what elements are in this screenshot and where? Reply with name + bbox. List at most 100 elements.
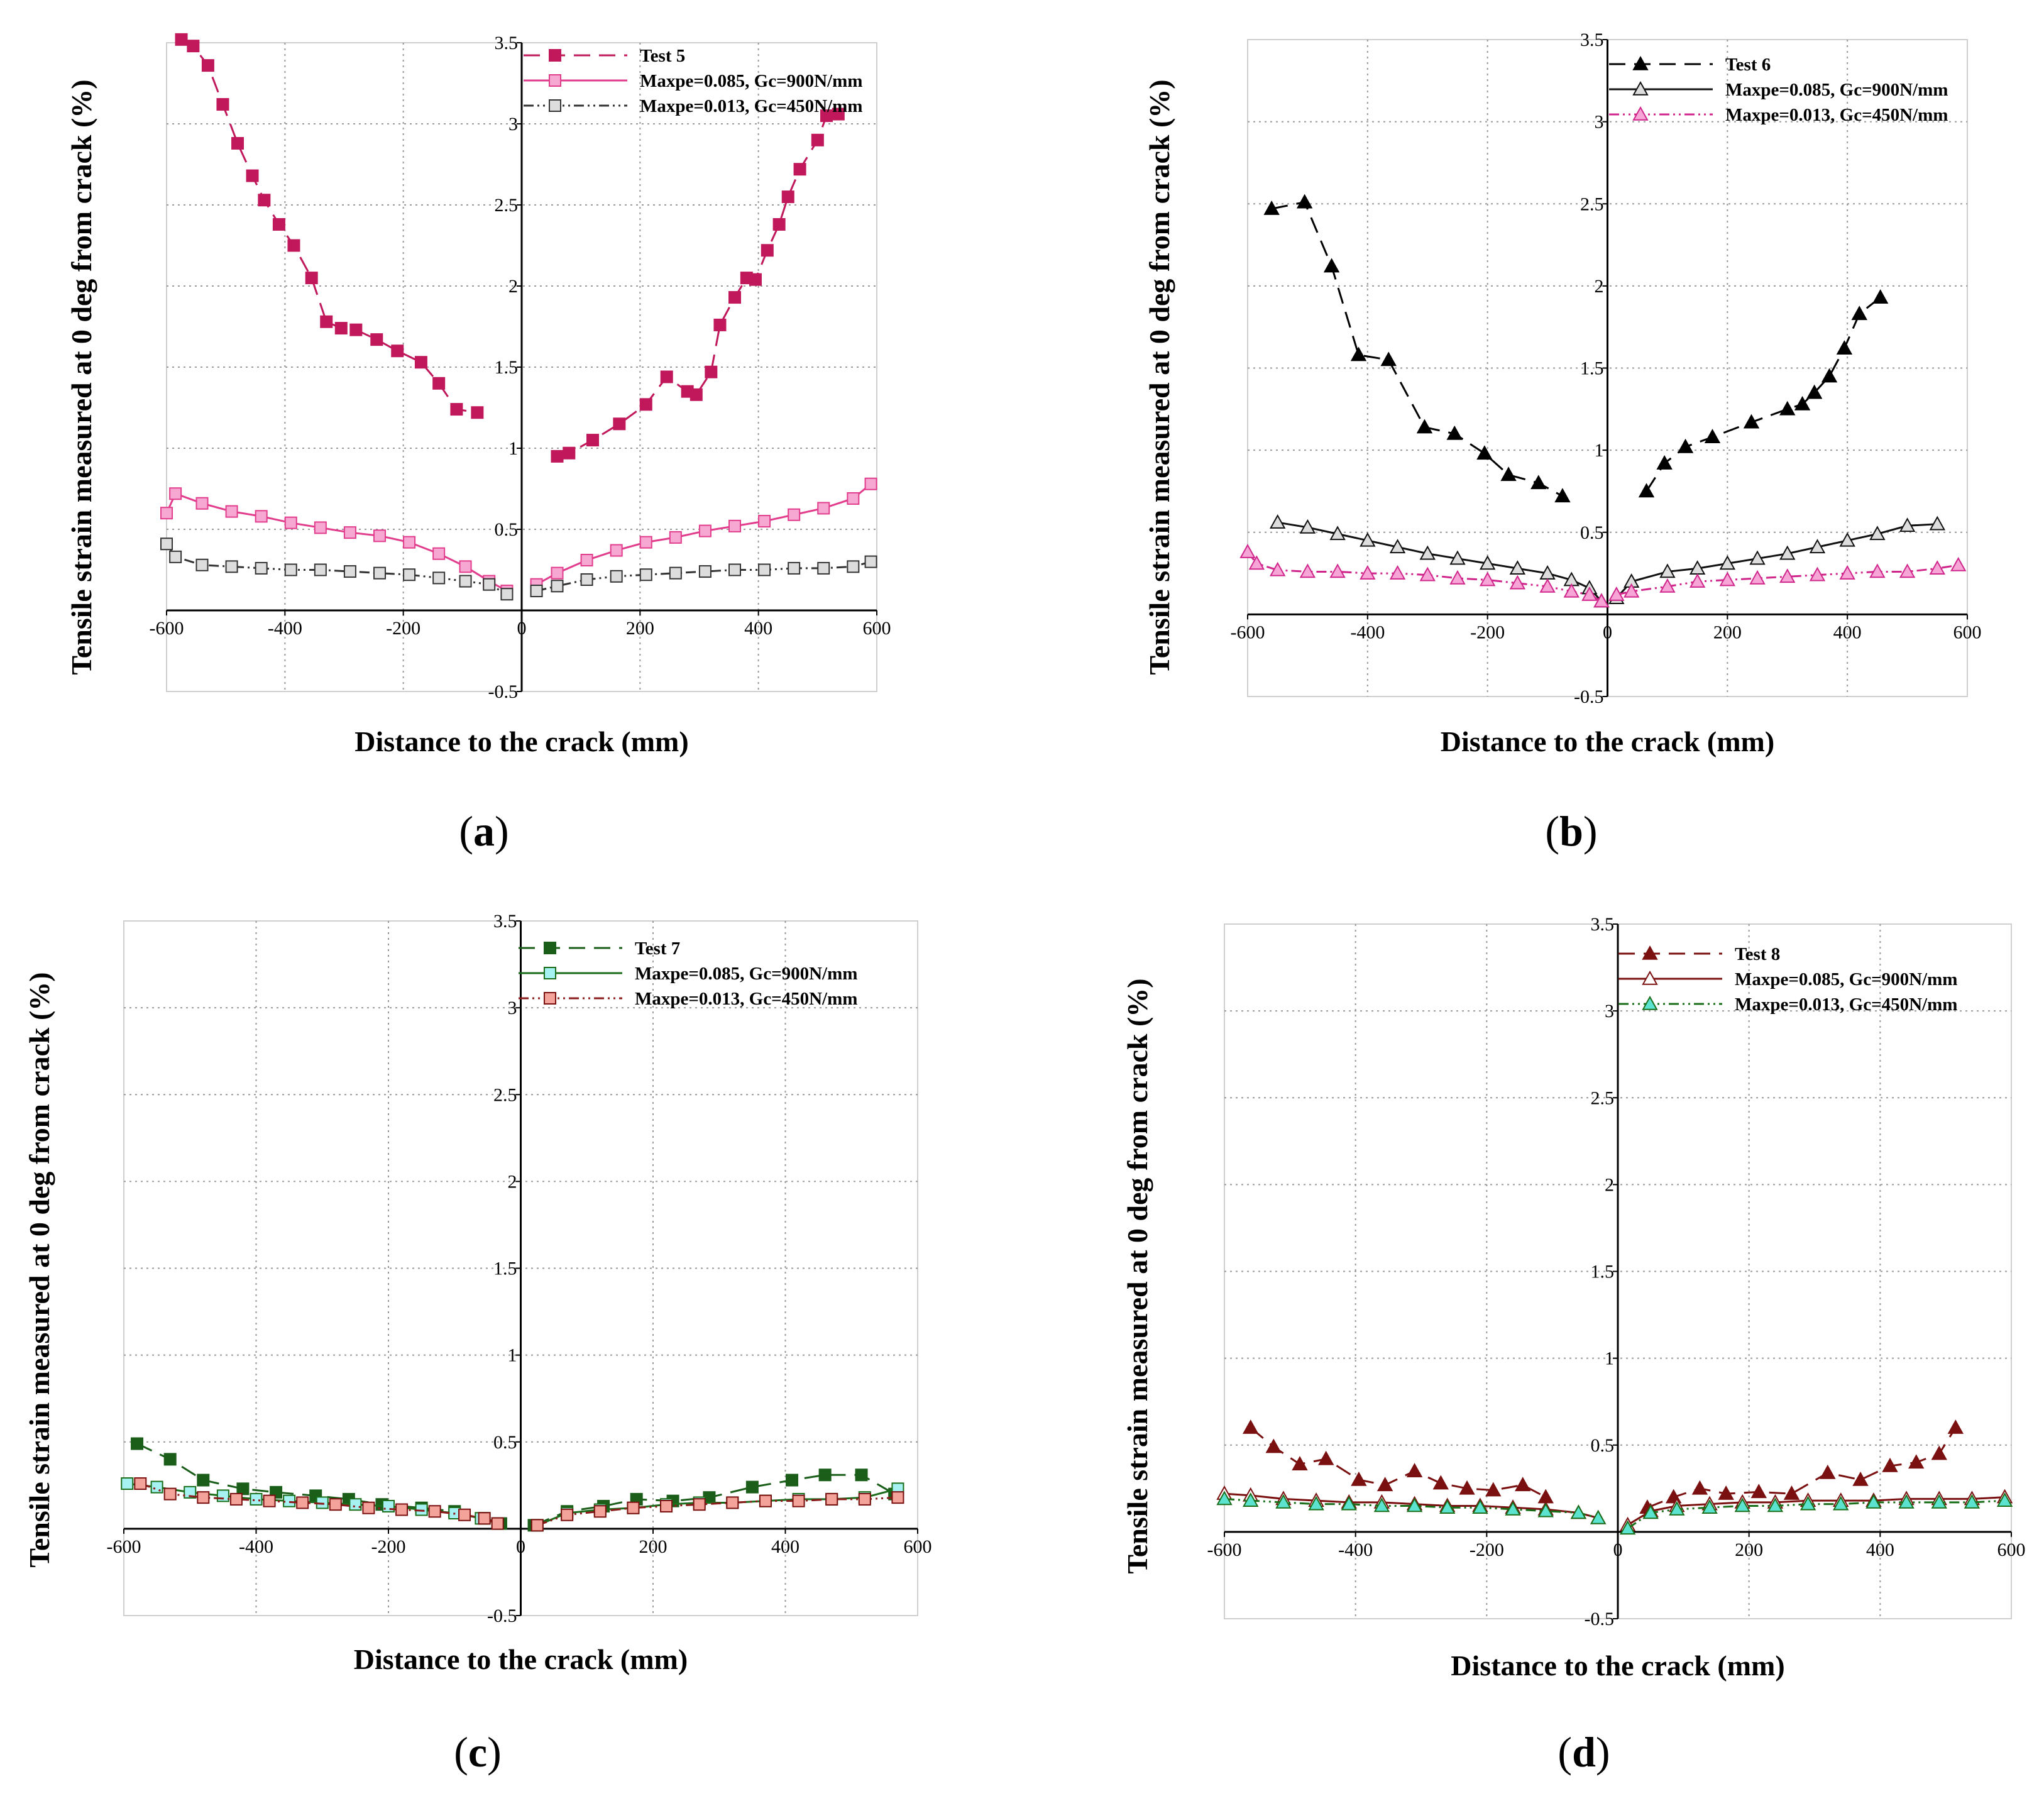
data-point <box>1439 1499 1456 1514</box>
data-point <box>225 560 238 573</box>
data-point <box>1929 560 1945 575</box>
x-tick-label: 600 <box>904 1536 932 1557</box>
data-point <box>1554 488 1571 503</box>
data-point <box>187 40 200 53</box>
series-3 <box>1239 544 1967 608</box>
data-point <box>1882 1457 1898 1472</box>
data-point <box>163 1453 177 1466</box>
legend-marker <box>1642 970 1658 985</box>
data-point <box>391 344 404 358</box>
data-point <box>698 565 712 578</box>
data-point <box>1677 438 1694 453</box>
data-point <box>530 585 543 598</box>
caption-open: ( <box>1558 1728 1572 1776</box>
panel-caption: (b) <box>1545 807 1597 855</box>
legend: Test 5 Maxpe=0.085, Gc=900N/mm Maxpe=0.013… <box>524 46 862 116</box>
x-tick-label: 600 <box>863 618 891 639</box>
data-point <box>362 1501 375 1514</box>
y-tick-label: 2.5 <box>493 1084 517 1105</box>
data-point <box>1351 1471 1367 1486</box>
data-point <box>610 544 623 557</box>
data-point <box>450 403 463 416</box>
x-tick-label: 400 <box>771 1536 799 1557</box>
data-point <box>395 1503 409 1516</box>
data-point <box>1931 1445 1947 1460</box>
data-point <box>1691 1480 1708 1495</box>
data-point <box>403 536 416 549</box>
data-point <box>134 1477 147 1490</box>
data-point <box>1734 1497 1750 1512</box>
data-point <box>1263 201 1280 215</box>
data-point <box>373 566 386 580</box>
data-point <box>639 398 652 411</box>
data-point <box>1779 400 1796 416</box>
legend-marker <box>544 967 556 979</box>
data-point <box>1931 1494 1947 1509</box>
data-point <box>1406 1463 1423 1477</box>
y-axis-label: Tensile strain measured at 0 deg from cr… <box>1121 978 1153 1573</box>
data-point <box>1898 1494 1915 1509</box>
data-point <box>1485 1482 1502 1497</box>
series-line-right <box>1646 296 1881 492</box>
y-axis-label: Tensile strain measured at 0 deg from cr… <box>65 79 97 675</box>
data-point <box>314 563 327 576</box>
data-point <box>1799 1496 1816 1511</box>
data-point <box>1638 483 1655 498</box>
data-point <box>1996 1492 2013 1507</box>
data-point <box>160 507 173 520</box>
data-point <box>1779 545 1796 560</box>
data-point <box>195 558 209 571</box>
series-1 <box>175 33 845 463</box>
data-point <box>500 588 514 601</box>
legend-label: Test 6 <box>1725 55 1771 75</box>
legend-label: Maxpe=0.013, Gc=450N/mm <box>1725 105 1948 125</box>
y-tick-label: 1 <box>1595 440 1604 461</box>
caption-letter: c <box>468 1728 487 1776</box>
y-tick-label: 3.5 <box>1580 30 1604 50</box>
data-point <box>1852 1471 1869 1486</box>
data-point <box>255 510 268 523</box>
legend: Test 8 Maxpe=0.085, Gc=900N/mm Maxpe=0.013… <box>1618 944 1957 1015</box>
data-point <box>1779 568 1796 583</box>
x-axis-label: Distance to the crack (mm) <box>1441 725 1774 758</box>
data-point <box>334 322 348 335</box>
data-point <box>817 561 830 575</box>
data-point <box>1719 571 1736 587</box>
data-point <box>258 194 271 207</box>
data-point <box>788 561 801 575</box>
data-point <box>1659 578 1676 593</box>
series-3 <box>134 1477 904 1532</box>
data-point <box>1642 1504 1659 1519</box>
legend: Test 6 Maxpe=0.085, Gc=900N/mm Maxpe=0.013… <box>1609 55 1948 125</box>
data-point <box>349 323 363 336</box>
data-point <box>580 573 593 586</box>
data-point <box>1500 466 1517 482</box>
x-tick-label: -200 <box>386 618 420 639</box>
data-point <box>660 370 673 383</box>
caption-close: ) <box>1596 1728 1610 1776</box>
data-point <box>1360 532 1376 547</box>
series-2 <box>1216 1485 2013 1531</box>
data-point <box>201 59 214 72</box>
data-point <box>817 502 830 515</box>
data-point <box>563 446 576 460</box>
data-point <box>229 1492 243 1506</box>
series-line-left <box>165 543 508 595</box>
data-point <box>781 190 794 204</box>
series-line-left <box>180 38 478 414</box>
legend-marker <box>549 99 561 112</box>
data-point <box>1459 1480 1475 1495</box>
x-tick-label: 400 <box>744 618 772 639</box>
data-point <box>1865 1494 1882 1509</box>
data-point <box>728 291 741 304</box>
data-point <box>1505 1501 1521 1516</box>
data-point <box>1275 1494 1292 1509</box>
data-point <box>184 1485 197 1499</box>
data-point <box>1619 1520 1636 1535</box>
data-point <box>1820 1464 1836 1479</box>
data-point <box>749 273 762 286</box>
grid <box>167 43 877 691</box>
y-tick-label: 1.5 <box>1580 358 1604 379</box>
data-point <box>1350 346 1367 361</box>
data-point <box>758 515 771 528</box>
